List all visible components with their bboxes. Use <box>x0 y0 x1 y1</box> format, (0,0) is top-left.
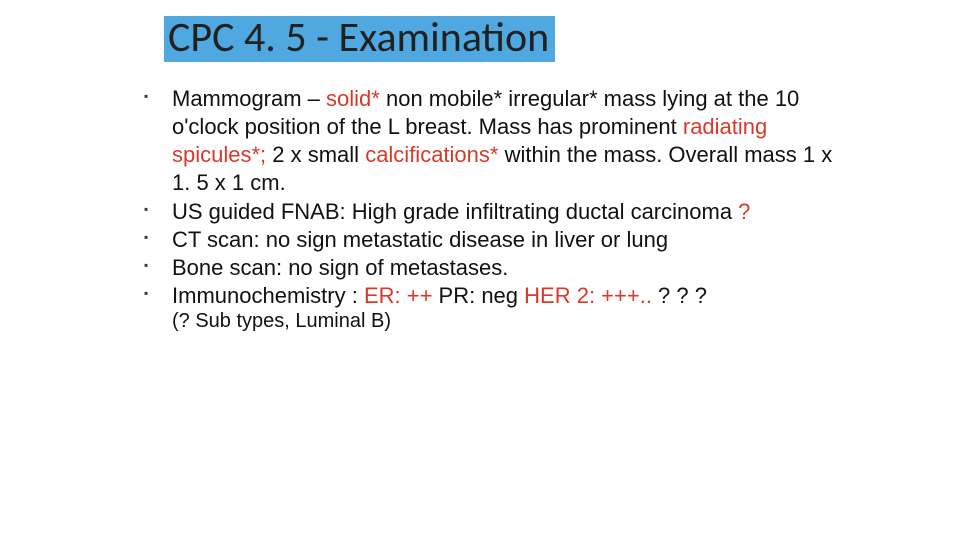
text-segment: solid* <box>326 86 386 111</box>
list-item: US guided FNAB: High grade infiltrating … <box>138 198 838 226</box>
slide-body: Mammogram – solid* non mobile* irregular… <box>138 85 838 333</box>
list-item: Mammogram – solid* non mobile* irregular… <box>138 85 838 198</box>
text-segment: Immunochemistry : <box>172 283 364 308</box>
text-segment: 2 x small <box>266 142 365 167</box>
list-item: Bone scan: no sign of metastases. <box>138 254 838 282</box>
bullet-list: Mammogram – solid* non mobile* irregular… <box>138 85 838 310</box>
text-segment: US guided FNAB: High grade infiltrating … <box>172 199 738 224</box>
list-item: Immunochemistry : ER: ++ PR: neg HER 2: … <box>138 282 838 310</box>
text-segment: Bone scan: no sign of metastases. <box>172 255 508 280</box>
title-container: CPC 4. 5 - Examination <box>164 16 555 62</box>
text-segment: ER: ++ <box>364 283 439 308</box>
slide-title: CPC 4. 5 - Examination <box>164 16 555 62</box>
text-segment: ? ? ? <box>658 283 707 308</box>
text-segment: ? <box>738 199 750 224</box>
text-segment: PR: neg <box>439 283 525 308</box>
sub-note: (? Sub types, Luminal B) <box>138 310 838 333</box>
text-segment: Mammogram – <box>172 86 326 111</box>
text-segment: HER 2: +++.. <box>524 283 658 308</box>
text-segment: calcifications* <box>365 142 504 167</box>
text-segment: CT scan: no sign metastatic disease in l… <box>172 227 668 252</box>
slide: CPC 4. 5 - Examination Mammogram – solid… <box>0 0 960 540</box>
list-item: CT scan: no sign metastatic disease in l… <box>138 226 838 254</box>
